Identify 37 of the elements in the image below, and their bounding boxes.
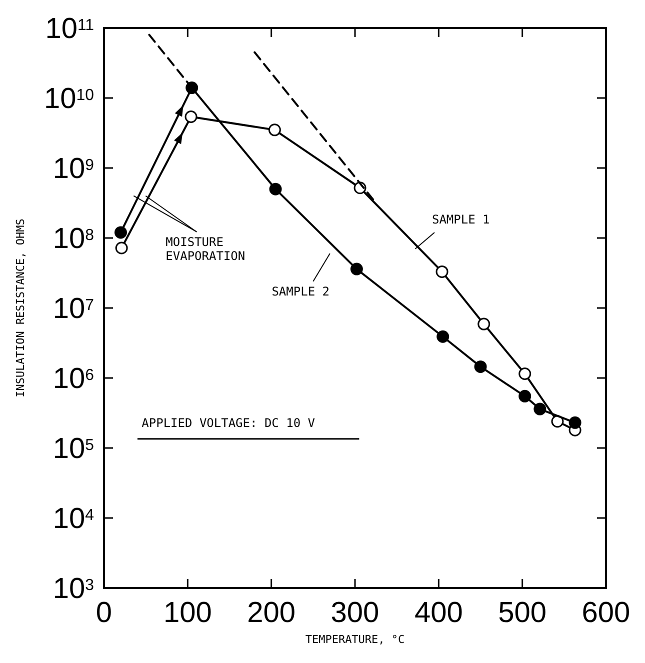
- point: [350, 262, 363, 276]
- annotation: MOISTURE EVAPORATION: [166, 234, 246, 263]
- x-tick-label: 100: [163, 597, 212, 629]
- y-tick-label: 10$^{8}$: [52, 223, 94, 255]
- point: [114, 226, 127, 239]
- y-tick-label: 10$^{4}$: [52, 503, 94, 535]
- x-tick-label: 500: [498, 597, 547, 629]
- point: [115, 242, 128, 254]
- point: [269, 182, 282, 196]
- point: [518, 390, 532, 402]
- y-tick-label: 10$^{3}$: [52, 573, 94, 605]
- point: [268, 124, 281, 136]
- y-axis-title: INSULATION RESISTANCE, OHMS: [14, 218, 27, 398]
- point: [436, 265, 448, 278]
- point: [518, 368, 532, 380]
- point: [186, 82, 198, 94]
- point: [436, 330, 450, 343]
- point: [478, 318, 490, 330]
- y-tick-label: 10$^{9}$: [52, 153, 94, 185]
- point: [474, 360, 487, 373]
- x-tick-label: 200: [247, 597, 296, 629]
- legend-label: SAMPLE 2: [272, 284, 330, 299]
- x-tick-label: 600: [582, 597, 630, 629]
- x-tick-label: 300: [330, 597, 380, 629]
- x-tick-label: 0: [96, 597, 112, 629]
- y-tick-label: 10$^{11}$: [45, 13, 94, 45]
- y-tick-label: 10$^{10}$: [44, 83, 94, 115]
- point: [568, 416, 582, 429]
- point: [184, 110, 198, 123]
- y-tick-label: 10$^{5}$: [52, 433, 94, 465]
- y-tick-label: 10$^{7}$: [52, 293, 94, 325]
- x-tick-label: 400: [414, 597, 463, 629]
- x-axis-title: TEMPERATURE, °C: [305, 633, 405, 646]
- text: SAMPLE 1: [432, 212, 490, 227]
- annotation: APPLIED VOLTAGE: DC 10 V: [142, 416, 316, 430]
- point: [534, 402, 546, 416]
- y-tick-label: 10$^{6}$: [52, 363, 94, 395]
